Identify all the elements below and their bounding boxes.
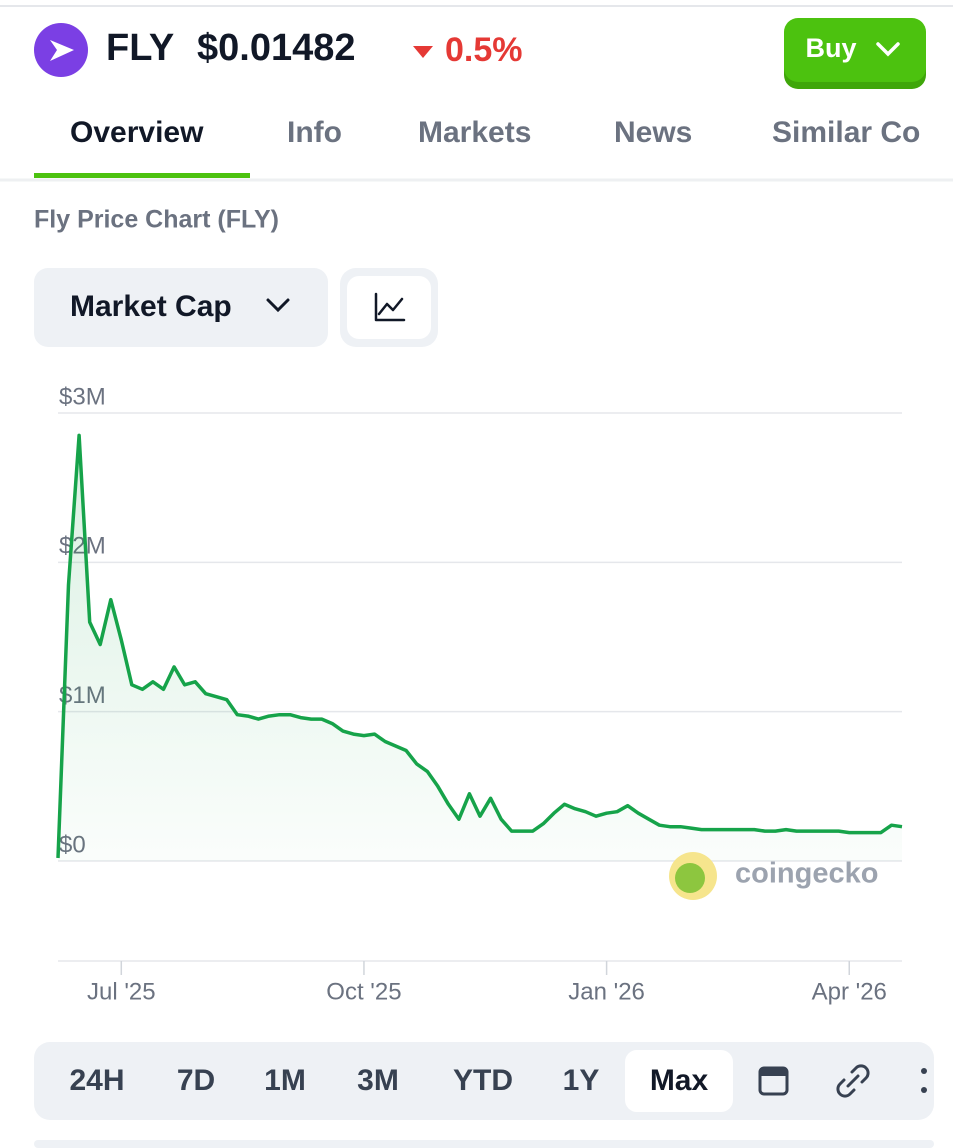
next-panel [34,1140,934,1148]
link-button[interactable] [836,1064,870,1098]
range-button[interactable]: 24H [69,1064,124,1097]
buy-chevron [876,42,900,57]
buy-button[interactable]: Buy [784,18,926,89]
range-label: 3M [357,1064,399,1097]
dropdown-chevron [266,298,290,313]
watermark: coingecko [735,858,878,890]
tab[interactable]: Overview [70,116,204,149]
range-label: 1M [264,1064,306,1097]
more-dot [921,1068,927,1074]
tab-underline [34,173,250,178]
tab-bar: Overview Info Markets News Similar Co [70,116,920,149]
range-selected-bg [625,1050,733,1112]
section-title: Fly Price Chart (FLY) [34,206,279,234]
range-button[interactable]: YTD [453,1064,513,1097]
range-button[interactable]: 1M [264,1064,306,1097]
tab[interactable]: News [614,116,692,149]
watermark-gecko [675,863,705,893]
dropdown-label: Market Cap [70,290,232,323]
down-arrow [413,46,433,58]
buy-label: Buy [805,33,856,63]
line [56,433,903,859]
area [58,435,902,861]
range-button[interactable]: 3M [357,1064,399,1097]
more-dot [921,1087,927,1093]
range-label: 7D [177,1064,215,1097]
metric-dropdown[interactable]: Market Cap [34,268,328,347]
range-label: Max [650,1064,709,1097]
x-tick-label: Apr '26 [812,978,887,1005]
chart-icon [374,292,406,322]
range-label: YTD [453,1064,513,1097]
x-tick-label: Jan '26 [568,978,645,1005]
range-button[interactable]: 1Y [563,1064,600,1097]
x-tick-label: Jul '25 [87,978,156,1005]
coin-symbol: FLY [106,27,174,69]
range-button[interactable]: 7D [177,1064,215,1097]
calendar-top [760,1068,787,1076]
more-button[interactable] [921,1068,927,1093]
y-tick-label: $3M [59,383,106,410]
coin-price: $0.01482 [197,27,356,69]
chart-type-button[interactable] [340,268,438,347]
calendar-button[interactable] [758,1066,789,1096]
price-change: 0.5% [445,31,523,69]
range-label: 24H [69,1064,124,1097]
range-label: 1Y [563,1064,600,1097]
x-tick-label: Oct '25 [326,978,401,1005]
range-buttons: 24H 7D 1M 3M YTD 1Y Max [69,1050,733,1112]
dropdown-bg [34,268,328,347]
logo-glyph [50,40,74,61]
buy-bg [784,18,926,82]
tab[interactable]: Markets [418,116,531,149]
link-icon [836,1064,870,1098]
tab[interactable]: Similar Co [772,116,920,149]
range-button[interactable]: Max [625,1050,733,1112]
tab[interactable]: Info [287,116,342,149]
